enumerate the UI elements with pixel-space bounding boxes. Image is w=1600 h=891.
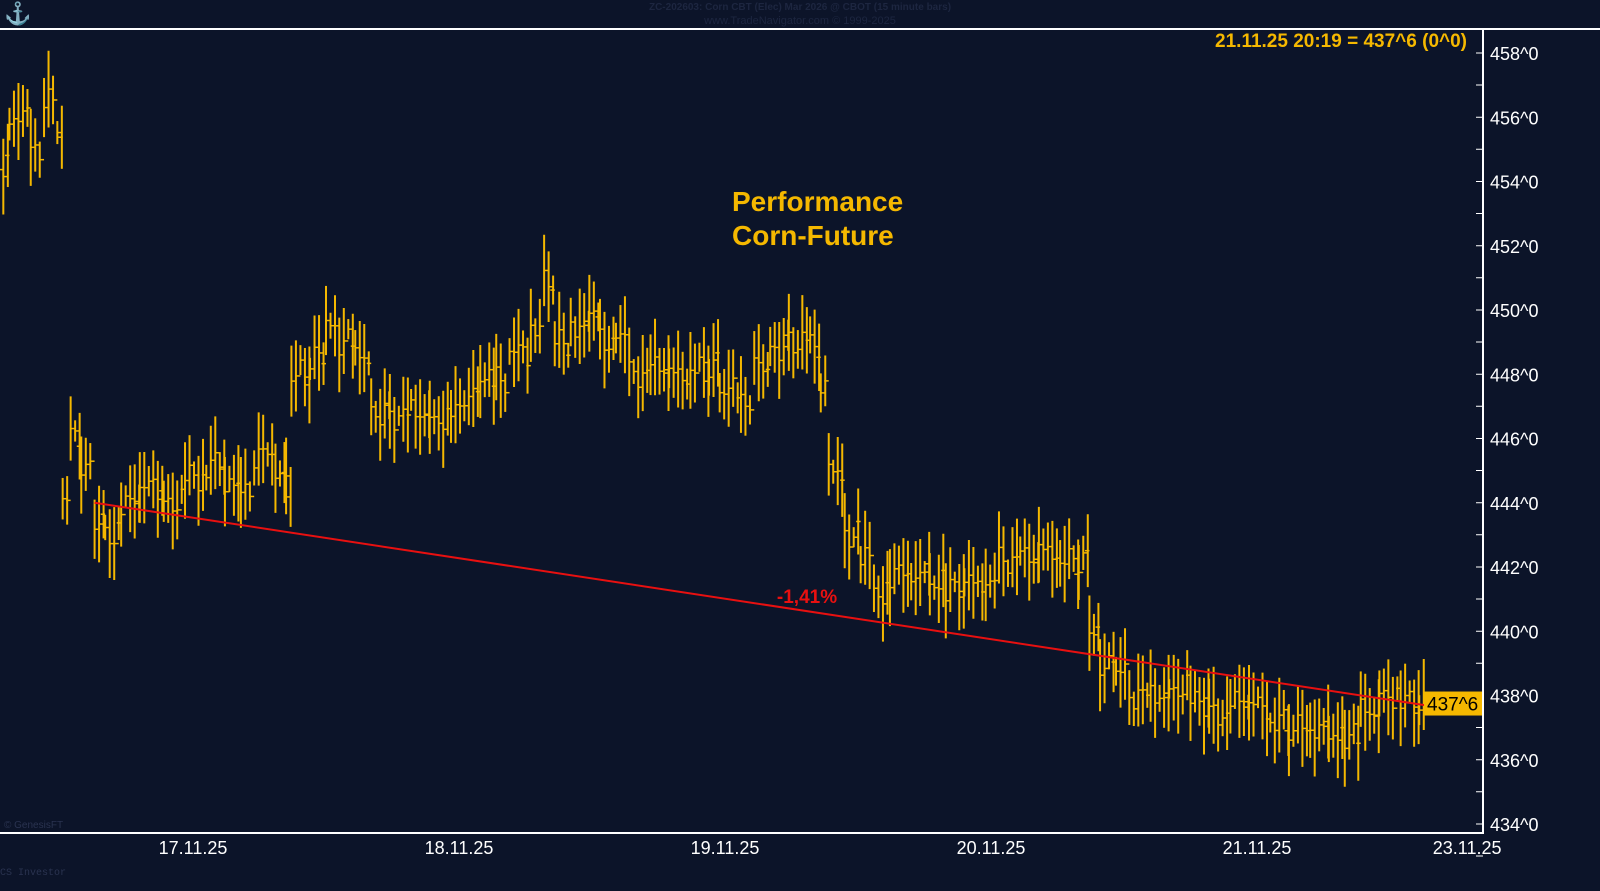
y-tick-label: 438^0 — [1490, 687, 1539, 707]
y-tick-label: 442^0 — [1490, 558, 1539, 578]
y-tick-label: 446^0 — [1490, 430, 1539, 450]
price-readout: 21.11.25 20:19 = 437^6 (0^0) — [1215, 31, 1467, 52]
copyright-text: www.TradeNavigator.com © 1999-2025 — [704, 15, 896, 27]
last-price-label: 437^6 — [1427, 695, 1478, 716]
anchor-logo-icon: ⚓ — [4, 1, 32, 26]
y-tick-label: 440^0 — [1490, 622, 1539, 642]
x-tick-label: 20.11.25 — [957, 838, 1026, 858]
genesis-credit: © GenesisFT — [4, 820, 64, 831]
chart-title-line1: Performance — [732, 186, 903, 217]
y-tick-label: 448^0 — [1490, 365, 1539, 385]
y-tick-label: 454^0 — [1490, 173, 1539, 193]
x-tick-label: 18.11.25 — [425, 838, 494, 858]
trendline — [94, 501, 1425, 707]
x-tick-label: 21.11.25 — [1223, 838, 1292, 858]
y-tick-label: 436^0 — [1490, 751, 1539, 771]
chart-title-line2: Corn-Future — [732, 220, 894, 251]
y-tick-label: 452^0 — [1490, 237, 1539, 257]
x-tick-label: 17.11.25 — [159, 838, 228, 858]
x-tick-label: 19.11.25 — [691, 838, 760, 858]
investor-credit: CS Investor — [0, 868, 67, 879]
y-tick-label: 444^0 — [1490, 494, 1539, 514]
trendline-label: -1,41% — [777, 587, 837, 608]
y-tick-label: 458^0 — [1490, 44, 1539, 64]
chart-header: ZC-202603: Corn CBT (Elec) Mar 2026 @ CB… — [0, 0, 1600, 29]
y-tick-label: 434^0 — [1490, 815, 1539, 835]
y-tick-label: 456^0 — [1490, 108, 1539, 128]
x-tick-label: 23.11.25 — [1433, 838, 1502, 858]
y-tick-label: 450^0 — [1490, 301, 1539, 321]
chart-title-header: ZC-202603: Corn CBT (Elec) Mar 2026 @ CB… — [648, 2, 952, 13]
last-price-tag — [1424, 691, 1482, 716]
